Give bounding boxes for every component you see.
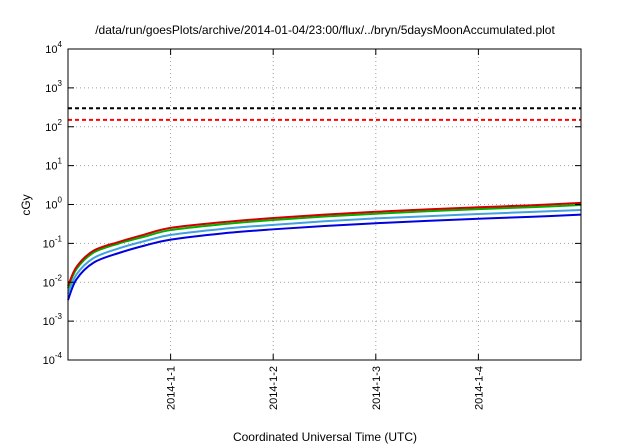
y-tick-label: 101 (45, 157, 62, 173)
grid (68, 49, 581, 360)
x-tick-label: 2014-1-3 (371, 366, 383, 410)
x-axis-ticks: 2014-1-1 2014-1-2 2014-1-3 2014-1-4 (166, 49, 485, 410)
series-line (67, 201, 582, 287)
series (67, 201, 582, 301)
reference-lines (68, 107, 581, 121)
y-axis-ticks: 10-4 10-3 10-2 10-1 100 101 102 103 104 (43, 40, 581, 367)
x-tick-label: 2014-1-4 (473, 366, 485, 410)
x-axis-label: Coordinated Universal Time (UTC) (233, 430, 417, 444)
y-tick-label: 10-4 (43, 351, 63, 367)
y-tick-label: 10-1 (43, 234, 63, 250)
series-line (67, 213, 582, 301)
y-tick-label: 10-3 (43, 312, 63, 328)
series-line (67, 209, 582, 295)
x-tick-label: 2014-1-1 (166, 366, 178, 410)
y-tick-label: 102 (45, 118, 62, 134)
y-tick-label: 10-2 (43, 273, 63, 289)
y-tick-label: 103 (45, 79, 62, 95)
y-axis-label: cGy (19, 194, 33, 215)
series-line (67, 204, 582, 289)
y-tick-label: 100 (45, 196, 62, 212)
y-tick-label: 104 (45, 40, 62, 56)
chart-title: /data/run/goesPlots/archive/2014-01-04/2… (95, 23, 555, 37)
x-tick-label: 2014-1-2 (268, 366, 280, 410)
